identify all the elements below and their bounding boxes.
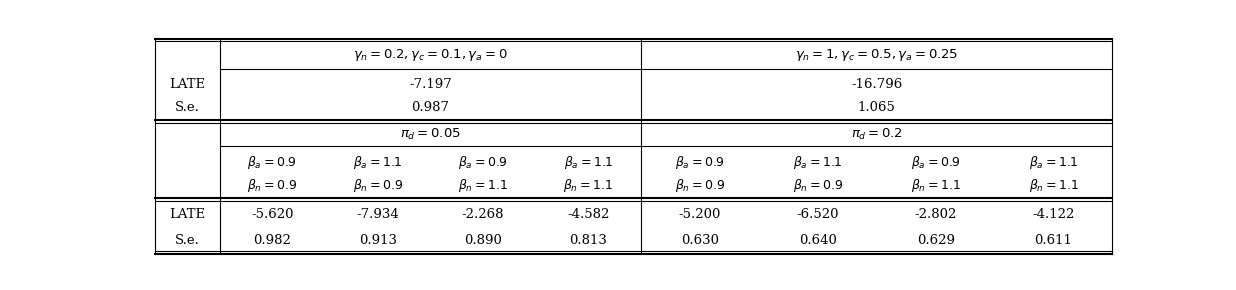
Text: S.e.: S.e. [174, 234, 199, 247]
Text: 0.913: 0.913 [358, 234, 397, 247]
Text: $\pi_d = 0.2$: $\pi_d = 0.2$ [852, 127, 902, 142]
Text: $\beta_a = 0.9$: $\beta_a = 0.9$ [911, 154, 960, 171]
Text: -5.200: -5.200 [679, 209, 722, 222]
Text: $\beta_a = 1.1$: $\beta_a = 1.1$ [352, 154, 403, 171]
Text: $\beta_a = 0.9$: $\beta_a = 0.9$ [459, 154, 508, 171]
Text: $\beta_a = 1.1$: $\beta_a = 1.1$ [1028, 154, 1078, 171]
Text: $\beta_a = 0.9$: $\beta_a = 0.9$ [247, 154, 298, 171]
Text: LATE: LATE [169, 78, 205, 91]
Text: $\beta_n = 1.1$: $\beta_n = 1.1$ [911, 177, 960, 194]
Text: 1.065: 1.065 [858, 102, 896, 114]
Text: $\beta_a = 0.9$: $\beta_a = 0.9$ [675, 154, 726, 171]
Text: $\beta_n = 0.9$: $\beta_n = 0.9$ [352, 177, 403, 194]
Text: -6.520: -6.520 [796, 209, 839, 222]
Text: $\beta_n = 1.1$: $\beta_n = 1.1$ [564, 177, 613, 194]
Text: -2.802: -2.802 [915, 209, 957, 222]
Text: 0.611: 0.611 [1035, 234, 1073, 247]
Text: 0.813: 0.813 [570, 234, 607, 247]
Text: $\beta_n = 0.9$: $\beta_n = 0.9$ [792, 177, 843, 194]
Text: $\pi_d = 0.05$: $\pi_d = 0.05$ [400, 127, 461, 142]
Text: 0.987: 0.987 [412, 102, 450, 114]
Text: -16.796: -16.796 [852, 78, 902, 91]
Text: 0.630: 0.630 [681, 234, 719, 247]
Text: $\gamma_n = 1, \gamma_c = 0.5, \gamma_a = 0.25$: $\gamma_n = 1, \gamma_c = 0.5, \gamma_a … [795, 48, 958, 64]
Text: 0.640: 0.640 [798, 234, 837, 247]
Text: $\beta_n = 0.9$: $\beta_n = 0.9$ [247, 177, 298, 194]
Text: $\beta_n = 1.1$: $\beta_n = 1.1$ [459, 177, 508, 194]
Text: 0.890: 0.890 [465, 234, 502, 247]
Text: $\beta_n = 0.9$: $\beta_n = 0.9$ [675, 177, 726, 194]
Text: -7.934: -7.934 [356, 209, 399, 222]
Text: -5.620: -5.620 [251, 209, 294, 222]
Text: S.e.: S.e. [174, 102, 199, 114]
Text: $\beta_a = 1.1$: $\beta_a = 1.1$ [794, 154, 843, 171]
Text: -7.197: -7.197 [409, 78, 451, 91]
Text: -2.268: -2.268 [462, 209, 504, 222]
Text: LATE: LATE [169, 209, 205, 222]
Text: -4.582: -4.582 [567, 209, 609, 222]
Text: $\gamma_n = 0.2, \gamma_c = 0.1, \gamma_a = 0$: $\gamma_n = 0.2, \gamma_c = 0.1, \gamma_… [353, 48, 508, 64]
Text: $\beta_a = 1.1$: $\beta_a = 1.1$ [564, 154, 613, 171]
Text: 0.982: 0.982 [253, 234, 292, 247]
Text: -4.122: -4.122 [1032, 209, 1074, 222]
Text: $\beta_n = 1.1$: $\beta_n = 1.1$ [1028, 177, 1079, 194]
Text: 0.629: 0.629 [917, 234, 954, 247]
